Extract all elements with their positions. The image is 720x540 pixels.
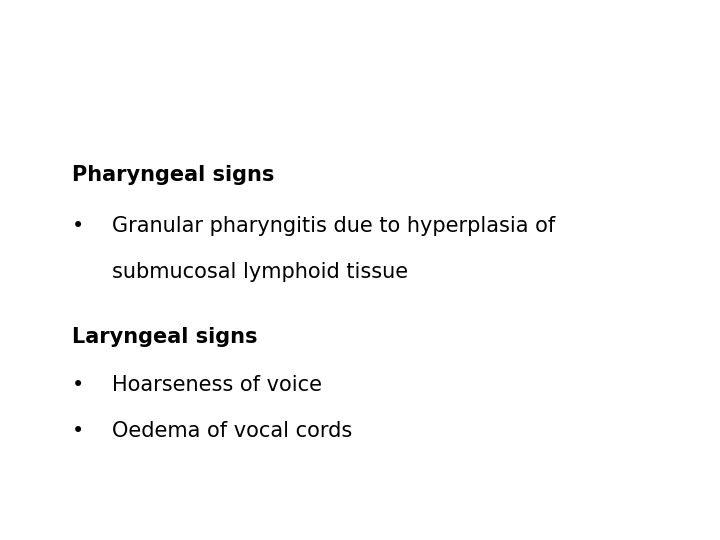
Text: submucosal lymphoid tissue: submucosal lymphoid tissue [112, 262, 408, 282]
Text: Hoarseness of voice: Hoarseness of voice [112, 375, 322, 395]
Text: Granular pharyngitis due to hyperplasia of: Granular pharyngitis due to hyperplasia … [112, 216, 555, 236]
Text: Laryngeal signs: Laryngeal signs [72, 327, 258, 347]
Text: Oedema of vocal cords: Oedema of vocal cords [112, 421, 352, 441]
Text: •: • [72, 216, 84, 236]
Text: •: • [72, 421, 84, 441]
Text: •: • [72, 375, 84, 395]
Text: Pharyngeal signs: Pharyngeal signs [72, 165, 274, 185]
